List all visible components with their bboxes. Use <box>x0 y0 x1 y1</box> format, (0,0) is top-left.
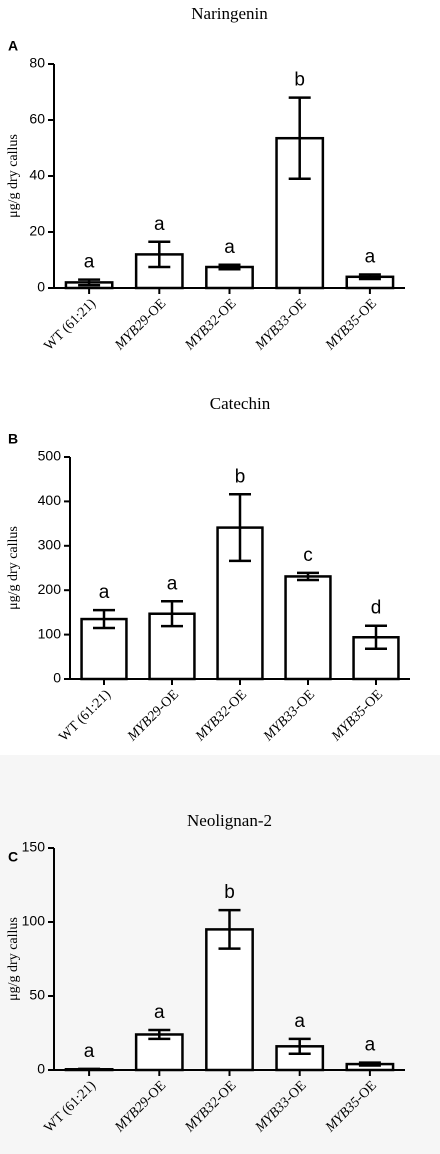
y-tick-label: 0 <box>37 279 45 295</box>
significance-letter: a <box>99 582 110 603</box>
y-tick-label: 100 <box>22 913 46 929</box>
significance-letter: a <box>365 1035 376 1056</box>
y-tick-label: 150 <box>22 839 46 855</box>
panel-a-background <box>0 0 440 380</box>
significance-letter: a <box>365 247 376 268</box>
chart-title: Naringenin <box>191 4 268 23</box>
significance-letter: d <box>371 598 382 619</box>
bar <box>205 928 254 1072</box>
panel-label: A <box>8 38 18 54</box>
significance-letter: a <box>224 237 235 258</box>
bar <box>216 526 264 681</box>
y-tick-label: 60 <box>29 111 45 127</box>
y-tick-label: 300 <box>38 537 62 553</box>
panel-b: Catechin Bμg/g dry callus 0 100 200 300 400 500… <box>0 380 440 755</box>
significance-letter: a <box>167 573 178 594</box>
y-axis-label: μg/g dry callus <box>6 526 21 610</box>
significance-letter: b <box>235 466 246 487</box>
y-tick-label: 50 <box>29 987 45 1003</box>
panel-label: B <box>8 431 18 447</box>
chart-title: Neolignan-2 <box>187 811 272 830</box>
y-tick-label: 500 <box>38 448 62 464</box>
y-tick-label: 80 <box>29 55 45 71</box>
significance-letter: a <box>154 1002 165 1023</box>
panel-label: C <box>8 849 18 865</box>
significance-letter: b <box>294 70 305 91</box>
y-tick-label: 200 <box>38 581 62 597</box>
bar <box>284 575 332 681</box>
y-tick-label: 400 <box>38 492 62 508</box>
y-tick-label: 20 <box>29 223 45 239</box>
significance-letter: a <box>84 252 95 273</box>
y-tick-label: 0 <box>53 670 61 686</box>
significance-letter: c <box>303 545 313 566</box>
y-tick-label: 40 <box>29 167 45 183</box>
significance-letter: a <box>84 1041 95 1062</box>
significance-letter: b <box>224 882 235 903</box>
y-axis-label: μg/g dry callus <box>6 134 21 218</box>
chart-title: Catechin <box>210 394 271 413</box>
y-tick-label: 100 <box>38 625 62 641</box>
significance-letter: a <box>294 1011 305 1032</box>
y-axis-label: μg/g dry callus <box>6 917 21 1001</box>
y-tick-label: 0 <box>37 1061 45 1077</box>
significance-letter: a <box>154 214 165 235</box>
